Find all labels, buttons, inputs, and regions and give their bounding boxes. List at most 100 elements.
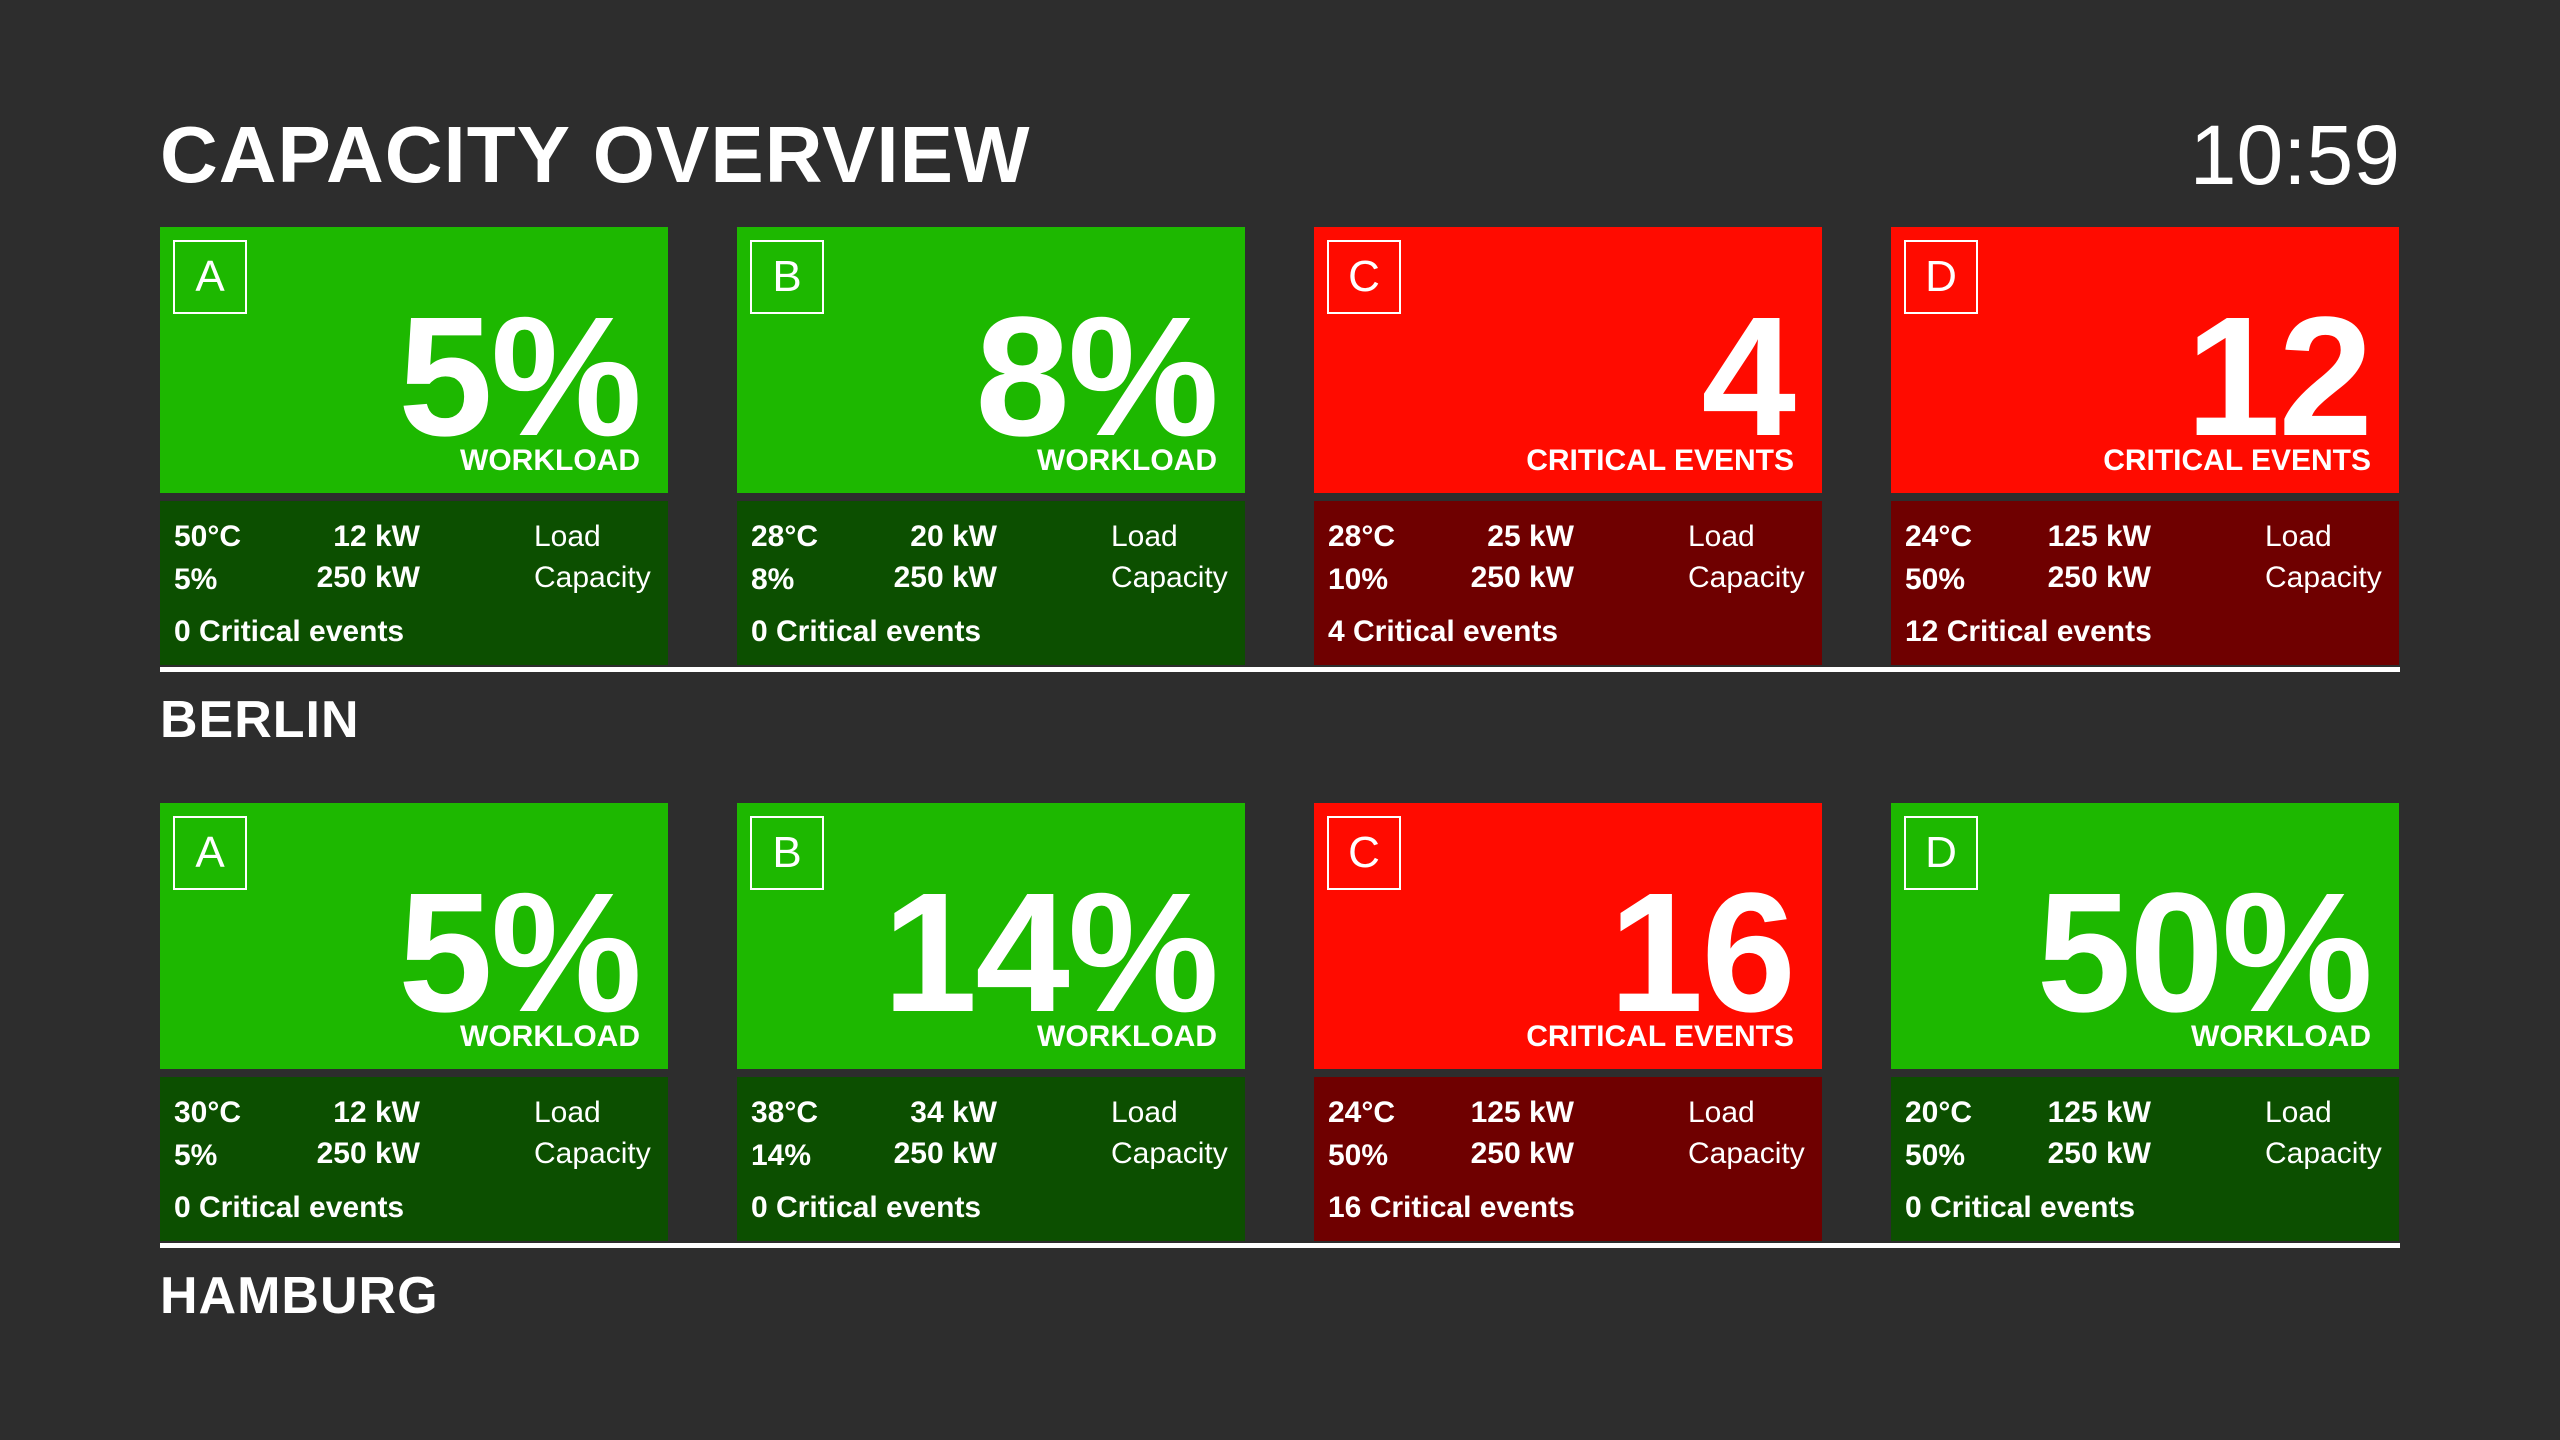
capacity-label: Capacity [1688, 1137, 1805, 1170]
percent: 50% [1328, 1139, 1389, 1172]
hall-tile-b[interactable]: B 14% WORKLOAD 38°C 14% 34 kW Load 250 k… [737, 803, 1245, 1241]
temperature: 30°C [174, 1096, 242, 1129]
big-value: 14% [882, 858, 1219, 1048]
load-label: Load [1111, 1096, 1178, 1129]
load-label: Load [1688, 520, 1755, 553]
dashboard-header: CAPACITY OVERVIEW 10:59 [160, 100, 2400, 210]
capacity-value: 250 kW [893, 1137, 997, 1170]
percent: 50% [1905, 563, 1966, 596]
hall-label: B [750, 816, 824, 890]
big-label: WORKLOAD [1037, 1020, 1217, 1053]
site-name: HAMBURG [160, 1267, 439, 1325]
tile-details: 28°C 8% 20 kW Load 250 kW Capacity 0 Cri… [737, 501, 1245, 665]
capacity-value: 250 kW [1470, 561, 1574, 594]
percent: 5% [174, 1139, 218, 1172]
big-label: CRITICAL EVENTS [1526, 1020, 1794, 1053]
capacity-value: 250 kW [316, 1137, 420, 1170]
tile-details: 24°C 50% 125 kW Load 250 kW Capacity 12 … [1891, 501, 2399, 665]
load-value: 125 kW [2047, 1096, 2151, 1129]
hall-label: A [173, 816, 247, 890]
capacity-value: 250 kW [316, 561, 420, 594]
percent: 5% [174, 563, 218, 596]
temperature: 24°C [1328, 1096, 1396, 1129]
load-label: Load [1111, 520, 1178, 553]
capacity-label: Capacity [534, 561, 651, 594]
critical-events: 4 Critical events [1328, 615, 1559, 648]
tile-summary: B 8% WORKLOAD [737, 227, 1245, 493]
hall-tile-c[interactable]: C 4 CRITICAL EVENTS 28°C 10% 25 kW Load … [1314, 227, 1822, 665]
big-value: 5% [398, 858, 642, 1048]
tile-details: 30°C 5% 12 kW Load 250 kW Capacity 0 Cri… [160, 1077, 668, 1241]
capacity-label: Capacity [1111, 561, 1228, 594]
big-value: 50% [2036, 858, 2373, 1048]
critical-events: 0 Critical events [174, 615, 405, 648]
hall-tiles: A 5% WORKLOAD 50°C 5% 12 kW Load 250 kW … [160, 227, 2400, 667]
big-label: WORKLOAD [460, 444, 640, 477]
critical-events: 0 Critical events [1905, 1191, 2136, 1224]
hall-label: C [1327, 816, 1401, 890]
capacity-label: Capacity [2265, 1137, 2382, 1170]
capacity-value: 250 kW [1470, 1137, 1574, 1170]
big-value: 16 [1608, 858, 1796, 1048]
percent: 50% [1905, 1139, 1966, 1172]
capacity-value: 250 kW [2047, 1137, 2151, 1170]
hall-tile-d[interactable]: D 50% WORKLOAD 20°C 50% 125 kW Load 250 … [1891, 803, 2399, 1241]
hall-tile-d[interactable]: D 12 CRITICAL EVENTS 24°C 50% 125 kW Loa… [1891, 227, 2399, 665]
percent: 8% [751, 563, 795, 596]
hall-label: D [1904, 816, 1978, 890]
capacity-label: Capacity [1111, 1137, 1228, 1170]
load-value: 125 kW [2047, 520, 2151, 553]
hall-tile-a[interactable]: A 5% WORKLOAD 50°C 5% 12 kW Load 250 kW … [160, 227, 668, 665]
big-value: 12 [2185, 282, 2373, 472]
temperature: 28°C [1328, 520, 1396, 553]
load-value: 20 kW [910, 520, 997, 553]
tile-details: 28°C 10% 25 kW Load 250 kW Capacity 4 Cr… [1314, 501, 1822, 665]
capacity-value: 250 kW [2047, 561, 2151, 594]
critical-events: 12 Critical events [1905, 615, 2152, 648]
big-label: WORKLOAD [460, 1020, 640, 1053]
clock: 10:59 [2189, 108, 2400, 202]
page-title: CAPACITY OVERVIEW [160, 110, 1031, 199]
percent: 14% [751, 1139, 812, 1172]
temperature: 24°C [1905, 520, 1973, 553]
hall-tiles: A 5% WORKLOAD 30°C 5% 12 kW Load 250 kW … [160, 803, 2400, 1243]
temperature: 20°C [1905, 1096, 1973, 1129]
tile-summary: D 12 CRITICAL EVENTS [1891, 227, 2399, 493]
tile-summary: A 5% WORKLOAD [160, 227, 668, 493]
capacity-label: Capacity [1688, 561, 1805, 594]
hall-tile-b[interactable]: B 8% WORKLOAD 28°C 8% 20 kW Load 250 kW … [737, 227, 1245, 665]
tile-summary: B 14% WORKLOAD [737, 803, 1245, 1069]
load-label: Load [2265, 520, 2332, 553]
hall-tile-c[interactable]: C 16 CRITICAL EVENTS 24°C 50% 125 kW Loa… [1314, 803, 1822, 1241]
hall-label: C [1327, 240, 1401, 314]
tile-summary: D 50% WORKLOAD [1891, 803, 2399, 1069]
tile-details: 20°C 50% 125 kW Load 250 kW Capacity 0 C… [1891, 1077, 2399, 1241]
load-value: 12 kW [333, 520, 420, 553]
big-label: CRITICAL EVENTS [2103, 444, 2371, 477]
section-divider [160, 667, 2400, 672]
load-value: 25 kW [1487, 520, 1574, 553]
hall-tile-a[interactable]: A 5% WORKLOAD 30°C 5% 12 kW Load 250 kW … [160, 803, 668, 1241]
big-label: WORKLOAD [1037, 444, 1217, 477]
percent: 10% [1328, 563, 1389, 596]
tile-summary: A 5% WORKLOAD [160, 803, 668, 1069]
load-value: 12 kW [333, 1096, 420, 1129]
tile-details: 24°C 50% 125 kW Load 250 kW Capacity 16 … [1314, 1077, 1822, 1241]
temperature: 38°C [751, 1096, 819, 1129]
big-label: WORKLOAD [2191, 1020, 2371, 1053]
site-name: BERLIN [160, 691, 360, 749]
tile-details: 50°C 5% 12 kW Load 250 kW Capacity 0 Cri… [160, 501, 668, 665]
hall-label: A [173, 240, 247, 314]
tile-summary: C 16 CRITICAL EVENTS [1314, 803, 1822, 1069]
critical-events: 16 Critical events [1328, 1191, 1575, 1224]
capacity-label: Capacity [534, 1137, 651, 1170]
capacity-label: Capacity [2265, 561, 2382, 594]
hall-label: D [1904, 240, 1978, 314]
load-label: Load [1688, 1096, 1755, 1129]
big-label: CRITICAL EVENTS [1526, 444, 1794, 477]
temperature: 28°C [751, 520, 819, 553]
big-value: 4 [1701, 282, 1796, 472]
tile-summary: C 4 CRITICAL EVENTS [1314, 227, 1822, 493]
load-label: Load [534, 520, 601, 553]
